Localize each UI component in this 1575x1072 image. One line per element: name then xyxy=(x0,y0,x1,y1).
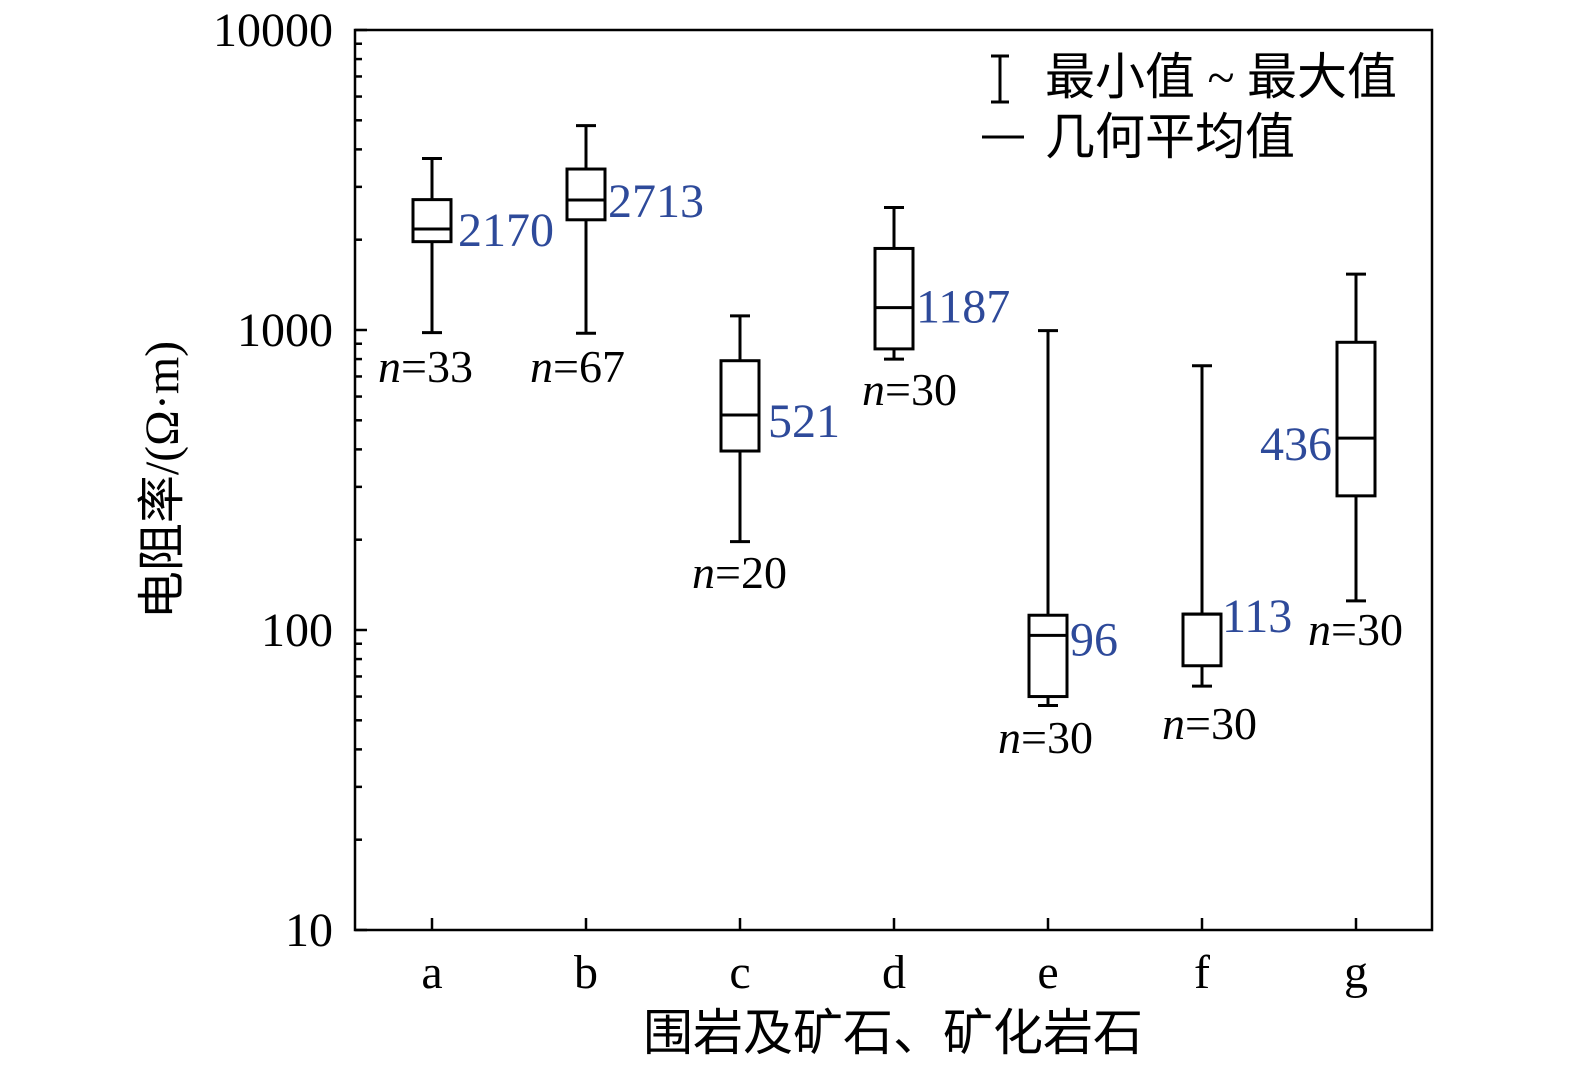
n-label-symbol: n xyxy=(530,341,553,392)
n-label-a: n=33 xyxy=(378,341,473,392)
mean-label-e: 96 xyxy=(1070,613,1118,666)
n-label-d: n=30 xyxy=(862,364,957,415)
n-label-symbol: n xyxy=(1308,604,1331,655)
mean-label-g: 436 xyxy=(1260,418,1332,471)
x-tick-label-d: d xyxy=(882,946,906,999)
plot-frame xyxy=(353,28,1434,932)
n-label-value: =30 xyxy=(1185,698,1257,749)
n-label-symbol: n xyxy=(692,547,715,598)
x-axis-title: 围岩及矿石、矿化岩石 xyxy=(643,1005,1143,1061)
n-label-value: =20 xyxy=(715,547,787,598)
n-label-value: =67 xyxy=(553,341,625,392)
mean-label-b: 2713 xyxy=(608,175,704,228)
n-label-symbol: n xyxy=(862,364,885,415)
n-label-e: n=30 xyxy=(998,712,1093,763)
box-b xyxy=(565,167,607,222)
mean-label-c: 521 xyxy=(768,395,840,448)
n-label-value: =30 xyxy=(885,364,957,415)
box-a xyxy=(411,198,453,244)
n-label-b: n=67 xyxy=(530,341,625,392)
box-d xyxy=(873,246,915,351)
box-e xyxy=(1027,613,1069,699)
x-tick-label-a: a xyxy=(421,946,442,999)
y-axis-title: 电阻率/(Ω·m) xyxy=(136,341,189,619)
x-tick-label-g: g xyxy=(1344,946,1368,999)
legend: 最小值 ~ 最大值 几何平均值 xyxy=(982,49,1397,165)
n-label-value: =30 xyxy=(1021,712,1093,763)
y-tick-label: 100 xyxy=(261,604,333,657)
box-f xyxy=(1181,612,1223,668)
mean-label-a: 2170 xyxy=(458,204,554,257)
n-label-symbol: n xyxy=(1162,698,1185,749)
mean-label-d: 1187 xyxy=(916,281,1010,334)
x-tick-label-f: f xyxy=(1194,946,1210,999)
n-label-value: =33 xyxy=(401,341,473,392)
n-label-f: n=30 xyxy=(1162,698,1257,749)
mean-label-f: 113 xyxy=(1222,590,1292,643)
n-label-c: n=20 xyxy=(692,547,787,598)
x-tick-label-c: c xyxy=(729,946,750,999)
n-label-symbol: n xyxy=(378,341,401,392)
legend-mean-label: 几何平均值 xyxy=(1045,109,1295,165)
n-label-g: n=30 xyxy=(1308,604,1403,655)
box-g xyxy=(1335,340,1377,498)
x-tick-label-b: b xyxy=(574,946,598,999)
y-tick-label: 1000 xyxy=(237,304,333,357)
legend-range-label: 最小值 ~ 最大值 xyxy=(1045,49,1397,105)
n-label-symbol: n xyxy=(998,712,1021,763)
box-c xyxy=(719,359,761,453)
y-tick-label: 10 xyxy=(285,904,333,957)
y-tick-label: 10000 xyxy=(213,4,333,57)
x-tick-label-e: e xyxy=(1037,946,1058,999)
n-label-value: =30 xyxy=(1331,604,1403,655)
